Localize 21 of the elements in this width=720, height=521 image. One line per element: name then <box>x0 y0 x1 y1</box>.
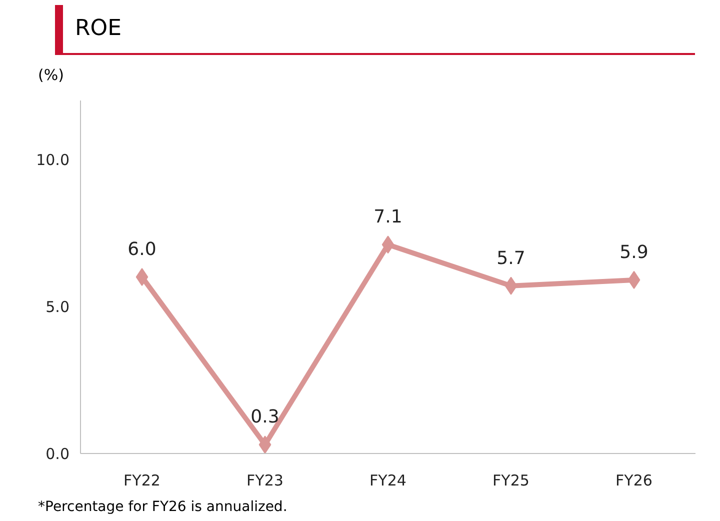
x-tick-label: FY23 <box>246 472 284 490</box>
point <box>136 268 148 286</box>
data-label: 6.0 <box>128 239 156 260</box>
y-axis-title: (%) <box>38 65 64 86</box>
data-label: 0.3 <box>250 406 280 428</box>
x-tick-label: FY25 <box>492 472 530 490</box>
x-tick-label: FY24 <box>370 472 406 490</box>
point <box>258 436 272 454</box>
point <box>628 270 640 289</box>
data-label: 7.1 <box>374 206 402 228</box>
x-tick-label: FY22 <box>124 472 160 490</box>
data-label: 5.9 <box>620 242 648 263</box>
y-tick-label: 10.0 <box>36 150 70 169</box>
point <box>504 276 518 295</box>
data-label: 5.7 <box>496 248 526 269</box>
point <box>382 236 394 254</box>
text: *Percentage for FY26 is annualized. <box>38 498 288 517</box>
chart-title: ROE <box>75 15 122 43</box>
x-tick-label: FY26 <box>616 472 652 490</box>
y-tick-label: 5.0 <box>46 298 70 316</box>
y-tick-label: 0.0 <box>46 445 70 463</box>
